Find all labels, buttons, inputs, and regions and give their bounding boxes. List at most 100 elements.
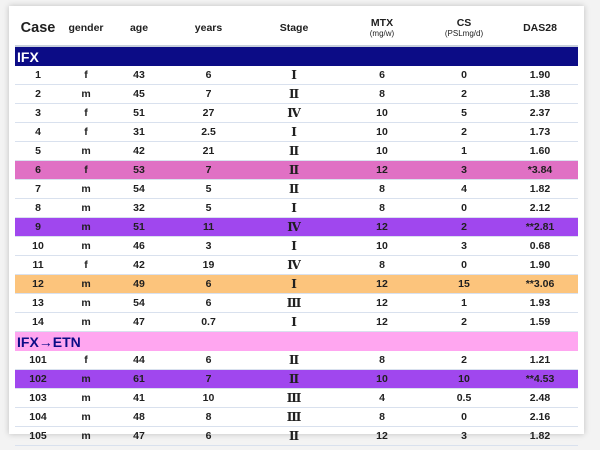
- cell-mtx: 12: [338, 160, 426, 180]
- cell-case: 103: [15, 388, 61, 408]
- cell-mtx: 10: [338, 369, 426, 389]
- cell-cs: 10: [426, 369, 502, 389]
- cell-das28: 1.60: [502, 141, 578, 161]
- cell-stage: Ⅲ: [250, 293, 338, 313]
- patient-table: Case gender age years Stage MTX (mg/w) CS…: [15, 12, 578, 446]
- cell-das28: 2.16: [502, 407, 578, 427]
- cell-gender: m: [61, 369, 111, 389]
- table-row: 5 m 42 21 Ⅱ 10 1 1.60: [15, 141, 578, 161]
- cell-cs: 1: [426, 141, 502, 161]
- cell-age: 41: [111, 388, 167, 408]
- cell-years: 7: [167, 160, 250, 180]
- cell-mtx: 8: [338, 198, 426, 218]
- cell-gender: m: [61, 236, 111, 256]
- cell-das28: 2.48: [502, 388, 578, 408]
- cell-gender: f: [61, 103, 111, 123]
- table-row: 3 f 51 27 Ⅳ 10 5 2.37: [15, 103, 578, 123]
- cell-cs: 2: [426, 351, 502, 370]
- header-mtx: MTX (mg/w): [338, 12, 426, 47]
- cell-stage: Ⅱ: [250, 426, 338, 446]
- cell-stage: Ⅱ: [250, 179, 338, 199]
- cell-cs: 2: [426, 84, 502, 104]
- cell-age: 61: [111, 369, 167, 389]
- cell-gender: f: [61, 351, 111, 370]
- cell-case: 10: [15, 236, 61, 256]
- cell-cs: 4: [426, 179, 502, 199]
- cell-das28: **2.81: [502, 217, 578, 237]
- cell-years: 6: [167, 351, 250, 370]
- cell-stage: Ⅱ: [250, 141, 338, 161]
- cell-age: 47: [111, 426, 167, 446]
- cell-gender: m: [61, 293, 111, 313]
- cell-years: 5: [167, 198, 250, 218]
- cell-years: 21: [167, 141, 250, 161]
- table-row: 2 m 45 7 Ⅱ 8 2 1.38: [15, 84, 578, 104]
- table-row: 7 m 54 5 Ⅱ 8 4 1.82: [15, 179, 578, 199]
- table-row: 103 m 41 10 Ⅲ 4 0.5 2.48: [15, 388, 578, 408]
- cell-das28: **4.53: [502, 369, 578, 389]
- cell-gender: m: [61, 312, 111, 332]
- cell-cs: 1: [426, 293, 502, 313]
- cell-case: 5: [15, 141, 61, 161]
- cell-years: 11: [167, 217, 250, 237]
- header-cs-unit: (PSLmg/d): [444, 29, 484, 39]
- table-row: 8 m 32 5 Ⅰ 8 0 2.12: [15, 198, 578, 218]
- cell-age: 31: [111, 122, 167, 142]
- cell-case: 12: [15, 274, 61, 294]
- group-header-row: IFX→ETN: [15, 331, 578, 351]
- cell-gender: m: [61, 141, 111, 161]
- cell-gender: m: [61, 217, 111, 237]
- cell-stage: Ⅲ: [250, 407, 338, 427]
- cell-mtx: 8: [338, 179, 426, 199]
- cell-cs: 15: [426, 274, 502, 294]
- cell-years: 8: [167, 407, 250, 427]
- cell-stage: Ⅱ: [250, 84, 338, 104]
- cell-stage: Ⅰ: [250, 274, 338, 294]
- table-row: 1 f 43 6 Ⅰ 6 0 1.90: [15, 66, 578, 85]
- cell-cs: 0.5: [426, 388, 502, 408]
- cell-cs: 2: [426, 312, 502, 332]
- table-row: 14 m 47 0.7 Ⅰ 12 2 1.59: [15, 312, 578, 332]
- cell-case: 4: [15, 122, 61, 142]
- cell-mtx: 12: [338, 217, 426, 237]
- table-row: 6 f 53 7 Ⅱ 12 3 *3.84: [15, 160, 578, 180]
- header-stage: Stage: [250, 12, 338, 47]
- cell-mtx: 12: [338, 274, 426, 294]
- cell-years: 6: [167, 274, 250, 294]
- cell-age: 43: [111, 66, 167, 85]
- cell-age: 44: [111, 351, 167, 370]
- header-gender: gender: [61, 12, 111, 47]
- cell-cs: 0: [426, 407, 502, 427]
- table-row: 9 m 51 11 Ⅳ 12 2 **2.81: [15, 217, 578, 237]
- cell-cs: 3: [426, 426, 502, 446]
- cell-das28: 2.37: [502, 103, 578, 123]
- cell-case: 13: [15, 293, 61, 313]
- cell-years: 5: [167, 179, 250, 199]
- group-header-row: IFX: [15, 46, 578, 66]
- cell-mtx: 12: [338, 312, 426, 332]
- cell-years: 7: [167, 84, 250, 104]
- table-row: 12 m 49 6 Ⅰ 12 15 **3.06: [15, 274, 578, 294]
- cell-stage: Ⅰ: [250, 312, 338, 332]
- cell-case: 104: [15, 407, 61, 427]
- cell-das28: 0.68: [502, 236, 578, 256]
- cell-case: 8: [15, 198, 61, 218]
- cell-age: 42: [111, 141, 167, 161]
- cell-case: 6: [15, 160, 61, 180]
- cell-stage: Ⅳ: [250, 103, 338, 123]
- cell-case: 101: [15, 351, 61, 370]
- cell-gender: m: [61, 274, 111, 294]
- cell-mtx: 10: [338, 122, 426, 142]
- table-row: 13 m 54 6 Ⅲ 12 1 1.93: [15, 293, 578, 313]
- header-mtx-label: MTX: [370, 17, 394, 30]
- cell-years: 10: [167, 388, 250, 408]
- table-row: 4 f 31 2.5 Ⅰ 10 2 1.73: [15, 122, 578, 142]
- cell-age: 32: [111, 198, 167, 218]
- group-label: IFX→ETN: [15, 331, 578, 351]
- cell-das28: 1.82: [502, 179, 578, 199]
- cell-age: 42: [111, 255, 167, 275]
- cell-mtx: 12: [338, 426, 426, 446]
- header-das28: DAS28: [502, 12, 578, 47]
- cell-gender: f: [61, 122, 111, 142]
- cell-mtx: 12: [338, 293, 426, 313]
